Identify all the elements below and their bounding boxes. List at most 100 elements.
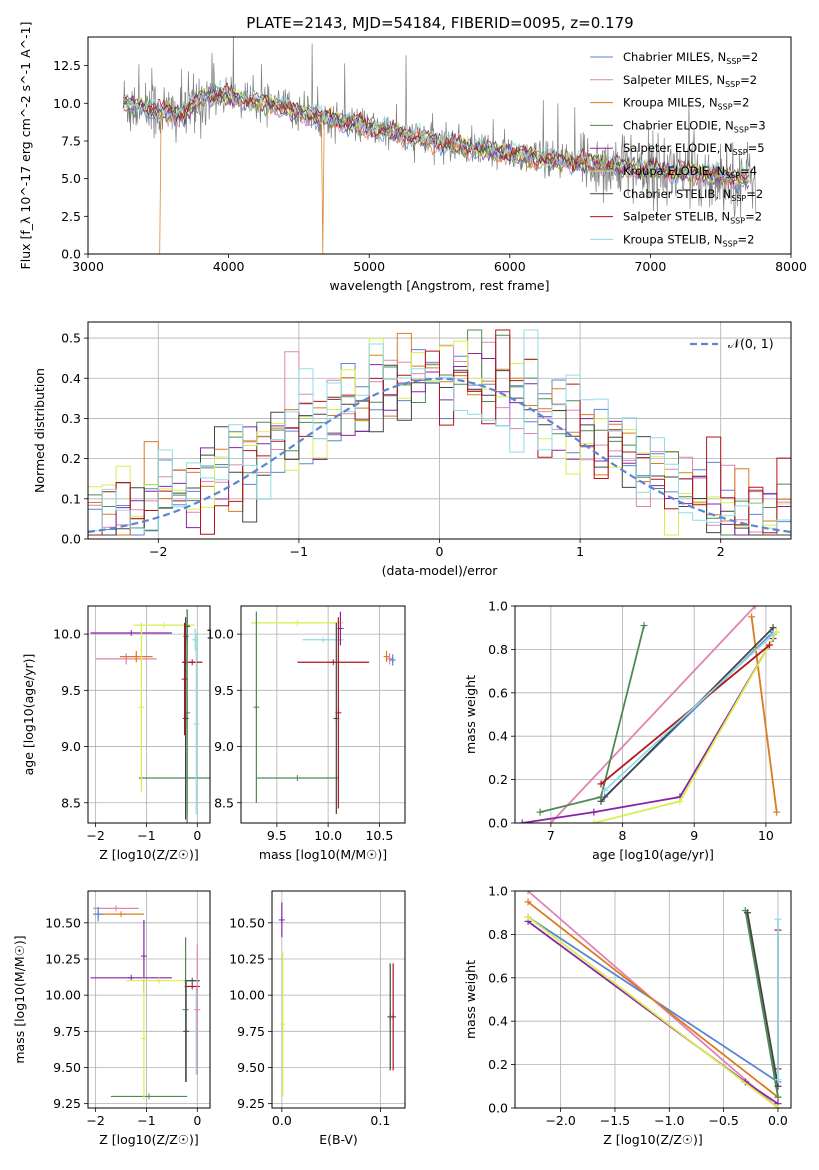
y-tick-label: 8.5 [61, 795, 81, 810]
axes-frame [514, 890, 792, 1109]
x-tick-label: −2.0 [545, 1113, 575, 1128]
y-tick-label: 10.0 [206, 627, 234, 642]
axes-frame [87, 36, 792, 255]
x-tick-label: −2 [86, 1113, 104, 1128]
x-axis-label: Z [log10(Z/Z☉)] [99, 1132, 199, 1147]
x-tick-label: −1 [290, 544, 308, 559]
x-tick-label: 7 [547, 828, 555, 843]
figure-title: PLATE=2143, MJD=54184, FIBERID=0095, z=0… [246, 14, 633, 32]
y-axis-label: mass weight [463, 960, 478, 1039]
y-tick-label: 2.5 [61, 209, 81, 224]
weight-line [527, 916, 779, 1108]
x-tick-label: 10 [758, 828, 774, 843]
legend-value: =5 [748, 141, 765, 155]
plot-area-spectrum [122, 37, 757, 254]
x-tick-label: 2 [717, 544, 725, 559]
legend-value: =2 [745, 210, 762, 224]
x-tick-label: −2 [86, 828, 104, 843]
panel-mass_vs_Z: −2 −1 0 9.25 9.50 9.75 10.00 10.25 10.50 Z [log10… [12, 890, 211, 1147]
panel-mass_vs_EBV: 0.0 0.1 9.25 9.50 9.75 10.00 10.25 10.50 E(B-V) [229, 890, 406, 1147]
x-axis-label: Z [log10(Z/Z☉)] [603, 1132, 703, 1147]
y-tick-label: 9.75 [53, 1024, 81, 1039]
y-tick-label: 0.8 [488, 642, 508, 657]
y-tick-label: 9.0 [61, 739, 81, 754]
y-axis-label: mass weight [463, 675, 478, 754]
y-tick-label: 8.5 [214, 795, 234, 810]
plot-area-weight_vs_age [518, 606, 781, 823]
x-axis-label: mass [log10(M/M☉)] [259, 847, 387, 862]
y-tick-label: 0.3 [61, 411, 81, 426]
weight-line [603, 633, 774, 792]
y-tick-label: 1.0 [488, 599, 508, 614]
legend-subscript: SSP [725, 80, 740, 89]
legend-label: Salpeter ELODIE, NSSP=5 [623, 141, 765, 157]
plot-area-age_vs_Z [90, 609, 210, 823]
x-tick-label: 1 [576, 544, 584, 559]
y-tick-label: 10.00 [229, 988, 265, 1003]
y-axis-label: Normed distribution [32, 368, 47, 493]
legend-subscript: SSP [733, 148, 748, 157]
y-tick-label: 10.25 [45, 951, 81, 966]
x-tick-label: −0.5 [708, 1113, 738, 1128]
y-tick-label: 0.6 [488, 970, 508, 985]
y-tick-label: 9.25 [237, 1096, 265, 1111]
x-tick-label: 4000 [213, 259, 245, 274]
x-axis-label: (data-model)/error [382, 563, 499, 578]
panel-residuals: −2 −1 0 1 2 0.0 0.1 0.2 0.3 0.4 0.5 (data-model)/er… [32, 321, 792, 578]
x-tick-label: −1 [137, 828, 155, 843]
plot-area-mass_vs_Z [90, 905, 201, 1100]
x-tick-label: 10.0 [314, 828, 342, 843]
y-tick-label: 7.5 [61, 133, 81, 148]
x-tick-label: 0 [193, 1113, 201, 1128]
x-tick-label: 0 [436, 544, 444, 559]
plot-area-weight_vs_Z [524, 891, 782, 1108]
axes-frame [271, 890, 406, 1109]
normal-legend-label: 𝒩(0, 1) [728, 336, 774, 351]
x-tick-label: −2 [149, 544, 167, 559]
axes-frame [514, 605, 792, 824]
weight-line [527, 901, 779, 1098]
legend-value: =2 [733, 96, 750, 110]
legend-label: Salpeter STELIB, NSSP=2 [623, 210, 762, 226]
panel-age_vs_Z: −2 −1 0 8.5 9.0 9.5 10.0 Z [log10(Z/Z☉)] age [lo… [21, 605, 211, 862]
legend-subscript: SSP [731, 194, 746, 203]
x-tick-label: 7000 [634, 259, 666, 274]
spectrum-model-line [122, 84, 750, 185]
y-tick-label: 0.4 [488, 729, 508, 744]
y-tick-label: 0.1 [61, 491, 81, 506]
y-tick-label: 9.50 [237, 1060, 265, 1075]
x-axis-label: age [log10(age/yr)] [592, 847, 714, 862]
spectrum-model-line [123, 79, 750, 184]
y-tick-label: 12.5 [53, 58, 81, 73]
y-tick-label: 10.00 [45, 988, 81, 1003]
y-tick-label: 9.50 [53, 1060, 81, 1075]
x-tick-label: 9.5 [267, 828, 287, 843]
normal-curve [88, 377, 791, 534]
y-axis-label: mass [log10(M/M☉)] [12, 935, 27, 1063]
y-tick-label: 0.2 [61, 451, 81, 466]
x-axis-label: Z [log10(Z/Z☉)] [99, 847, 199, 862]
x-axis-label: wavelength [Angstrom, rest frame] [329, 278, 549, 293]
legend-value: =2 [738, 232, 755, 246]
x-tick-label: 6000 [494, 259, 526, 274]
weight-line [746, 912, 779, 1087]
panel-weight_vs_age: 7 8 9 10 0.0 0.2 0.4 0.6 0.8 1.0 age [log10(age/yr… [463, 599, 792, 862]
legend-value: =2 [741, 50, 758, 64]
y-tick-label: 0.0 [488, 816, 508, 831]
plot-area-age_vs_mass [251, 611, 396, 815]
y-tick-label: 10.50 [45, 915, 81, 930]
x-tick-label: 3000 [72, 259, 104, 274]
spectrum-legend: Chabrier MILES, NSSP=2 Salpeter MILES, NS… [590, 50, 766, 248]
y-tick-label: 0.4 [61, 371, 81, 386]
y-tick-label: 0.2 [488, 772, 508, 787]
y-tick-label: 0.0 [61, 532, 81, 547]
y-tick-label: 10.25 [229, 951, 265, 966]
y-tick-label: 9.5 [214, 683, 234, 698]
panel-age_vs_mass: 9.5 10.0 10.5 8.5 9.0 9.5 10.0 mass [log10(M/M☉… [206, 605, 406, 862]
y-tick-label: 9.75 [237, 1024, 265, 1039]
y-tick-label: 0.0 [488, 1101, 508, 1116]
spectrum-model-line [157, 91, 750, 191]
legend-label: Kroupa MILES, NSSP=2 [623, 96, 749, 112]
y-tick-label: 0.8 [488, 927, 508, 942]
x-tick-label: 5000 [353, 259, 385, 274]
